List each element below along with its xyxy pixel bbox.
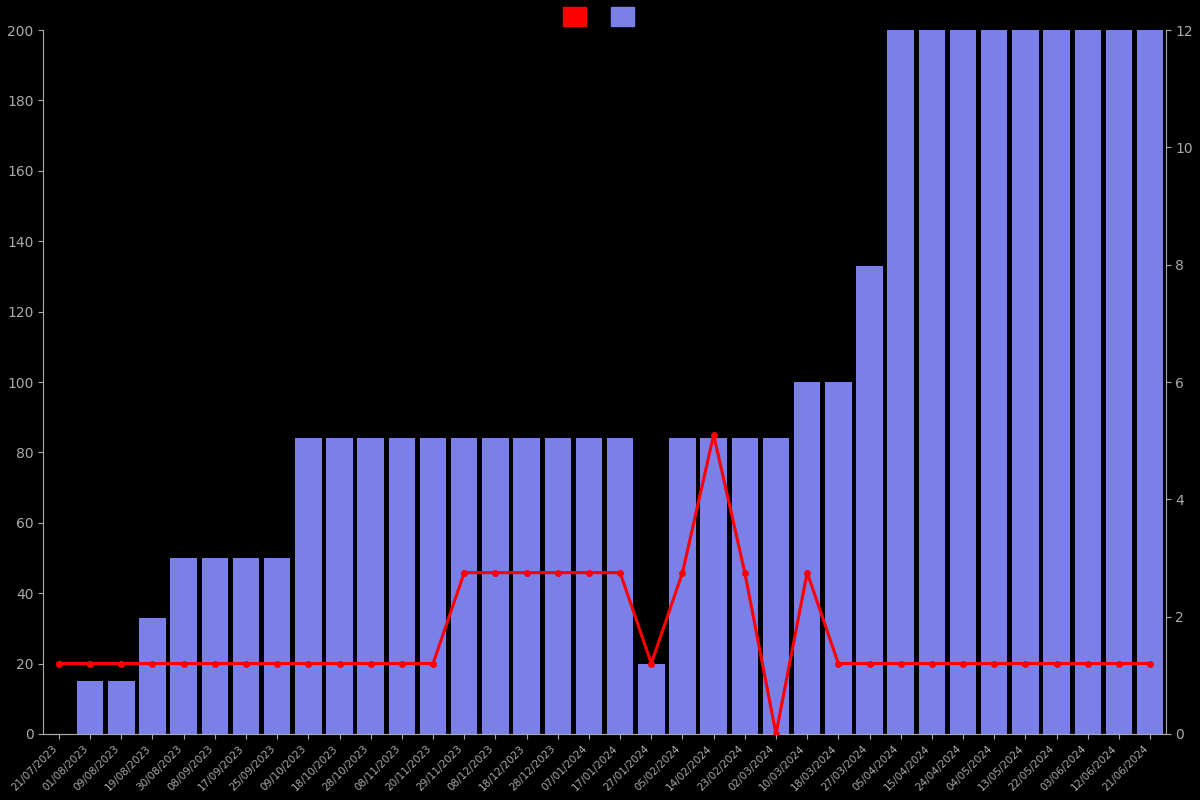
Bar	[451, 438, 478, 734]
Bar	[482, 438, 509, 734]
Bar	[202, 558, 228, 734]
Bar	[295, 438, 322, 734]
Bar	[670, 438, 696, 734]
Bar	[763, 438, 790, 734]
Bar	[950, 30, 977, 734]
Bar	[170, 558, 197, 734]
Bar	[794, 382, 821, 734]
Bar	[1105, 30, 1132, 734]
Bar	[888, 30, 914, 734]
Bar	[1136, 30, 1163, 734]
Bar	[638, 663, 665, 734]
Bar	[576, 438, 602, 734]
Bar	[857, 266, 883, 734]
Bar	[358, 438, 384, 734]
Bar	[607, 438, 634, 734]
Bar	[326, 438, 353, 734]
Bar	[1074, 30, 1102, 734]
Bar	[233, 558, 259, 734]
Bar	[420, 438, 446, 734]
Bar	[389, 438, 415, 734]
Bar	[139, 618, 166, 734]
Bar	[1012, 30, 1039, 734]
Bar	[1043, 30, 1070, 734]
Legend: , : ,	[559, 2, 650, 30]
Bar	[732, 438, 758, 734]
Bar	[77, 681, 103, 734]
Bar	[264, 558, 290, 734]
Bar	[919, 30, 946, 734]
Bar	[701, 438, 727, 734]
Bar	[108, 681, 134, 734]
Bar	[826, 382, 852, 734]
Bar	[514, 438, 540, 734]
Bar	[980, 30, 1008, 734]
Bar	[545, 438, 571, 734]
